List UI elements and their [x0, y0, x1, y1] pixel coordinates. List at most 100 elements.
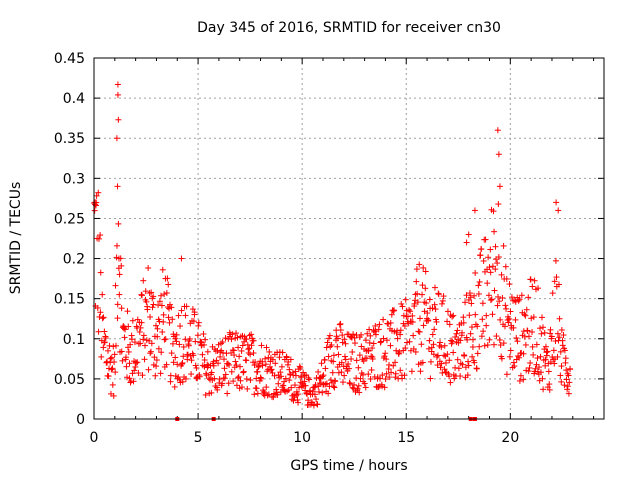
y-tick-label: 0.45 [54, 51, 85, 67]
data-point [492, 243, 499, 250]
data-point [355, 382, 362, 389]
data-point [122, 326, 129, 333]
data-point [533, 341, 540, 348]
data-point [347, 380, 354, 387]
data-point [125, 323, 132, 330]
x-tick-label: 15 [397, 430, 415, 446]
data-point [226, 361, 233, 368]
data-point [469, 343, 476, 350]
data-point [461, 352, 468, 359]
data-point [115, 220, 122, 227]
data-point [325, 335, 332, 342]
data-point [109, 381, 116, 388]
data-point [263, 384, 270, 391]
data-point [433, 353, 440, 360]
data-point [141, 356, 148, 363]
data-point [484, 280, 491, 287]
data-point [142, 342, 149, 349]
data-point [365, 347, 372, 354]
data-point [171, 383, 178, 390]
data-point [522, 341, 529, 348]
data-point [145, 366, 152, 373]
data-point [188, 357, 195, 364]
data-point [475, 290, 482, 297]
data-point [558, 326, 565, 333]
data-point [153, 357, 160, 364]
data-point [417, 368, 424, 375]
data-point [471, 207, 478, 214]
data-point [173, 338, 180, 345]
data-point [479, 316, 486, 323]
data-point [108, 354, 115, 361]
data-point [386, 361, 393, 368]
data-point [444, 351, 451, 358]
data-point [335, 351, 342, 358]
data-point [542, 356, 549, 363]
data-point [140, 332, 147, 339]
data-point [392, 370, 399, 377]
data-point [166, 319, 173, 326]
data-point [193, 364, 200, 371]
data-point [365, 371, 372, 378]
data-point [334, 343, 341, 350]
data-point [489, 311, 496, 318]
y-tick-label: 0.25 [54, 211, 85, 227]
data-point [100, 344, 107, 351]
data-point [426, 337, 433, 344]
data-point [556, 315, 563, 322]
data-point [563, 367, 570, 374]
data-point [543, 352, 550, 359]
data-point [183, 303, 190, 310]
data-point [137, 340, 144, 347]
data-point [565, 390, 572, 397]
data-point [225, 380, 232, 387]
data-point [184, 351, 191, 358]
data-point [251, 362, 258, 369]
data-point [529, 283, 536, 290]
data-point [319, 373, 326, 380]
data-point [123, 363, 130, 370]
data-point [531, 277, 538, 284]
data-point [495, 201, 502, 208]
data-point [158, 349, 165, 356]
data-point [159, 266, 166, 273]
data-point [521, 311, 528, 318]
data-point [517, 372, 524, 379]
data-point [409, 312, 416, 319]
data-point [142, 288, 149, 295]
data-point [391, 307, 398, 314]
data-point [472, 269, 479, 276]
data-point [126, 360, 133, 367]
data-point [375, 326, 382, 333]
data-point [203, 372, 210, 379]
data-point [478, 245, 485, 252]
data-point [376, 321, 383, 328]
data-point [351, 340, 358, 347]
data-point [545, 368, 552, 375]
data-point [450, 349, 457, 356]
data-point [148, 340, 155, 347]
data-point [487, 297, 494, 304]
data-point [354, 385, 361, 392]
data-point [549, 290, 556, 297]
data-point [281, 387, 288, 394]
data-point [560, 332, 567, 339]
data-point [401, 323, 408, 330]
data-point [380, 316, 387, 323]
data-point [480, 328, 487, 335]
data-point [277, 369, 284, 376]
data-point [118, 348, 125, 355]
data-point [176, 341, 183, 348]
data-point [428, 344, 435, 351]
data-point [486, 264, 493, 271]
data-point [168, 304, 175, 311]
data-point [292, 368, 299, 375]
data-point [355, 364, 362, 371]
data-point [555, 207, 562, 214]
data-point [228, 368, 235, 375]
data-point [311, 391, 318, 398]
data-point [303, 390, 310, 397]
data-point [425, 345, 432, 352]
data-point [332, 378, 339, 385]
data-point [496, 298, 503, 305]
